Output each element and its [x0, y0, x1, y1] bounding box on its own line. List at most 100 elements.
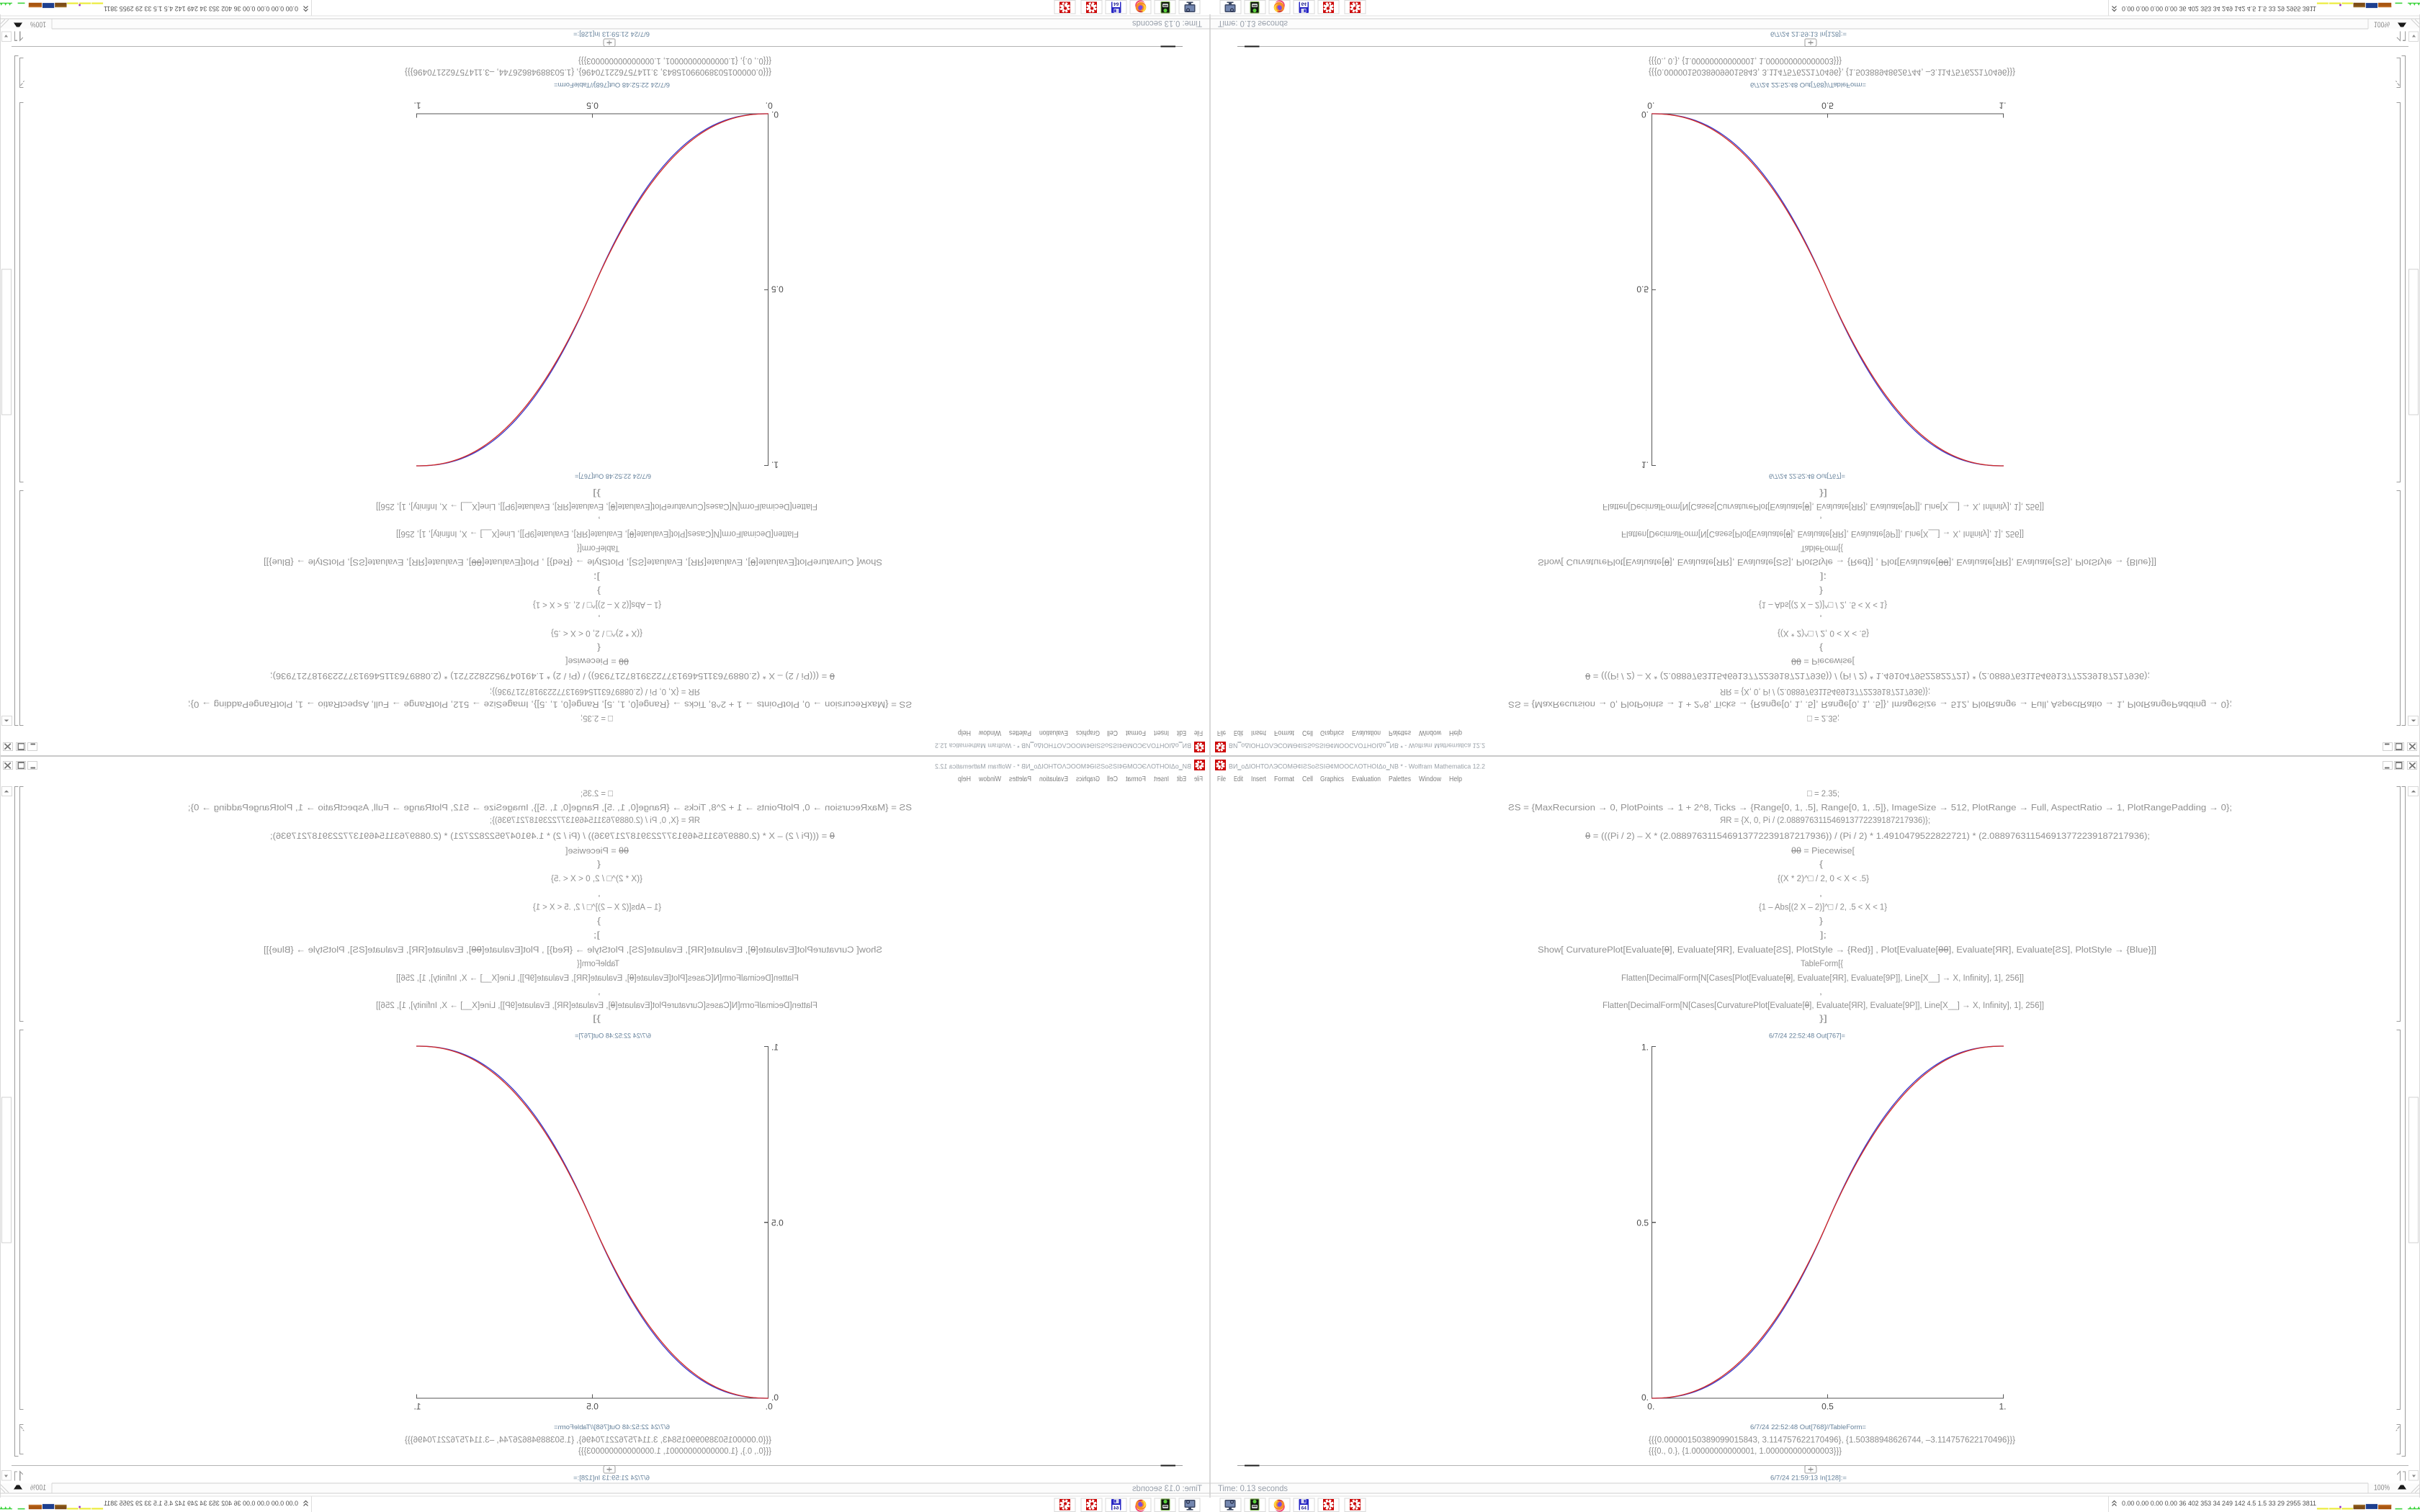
svg-text:1.: 1. [1999, 100, 2006, 110]
svg-text:Help: Help [958, 729, 971, 737]
svg-text:ƧS = {MaxRecursion → 0, PlotPo: ƧS = {MaxRecursion → 0, PlotPoints → 1 +… [1508, 803, 2232, 813]
svg-text:{{{0.00000150389099015843, 3.1: {{{0.00000150389099015843, 3.11475762217… [405, 1434, 771, 1444]
svg-text:}: } [1819, 586, 1823, 596]
svg-text:1.: 1. [1641, 1042, 1649, 1052]
svg-text:}: } [1819, 916, 1823, 926]
svg-text:{{{0.00000150389099015843, 3.1: {{{0.00000150389099015843, 3.11475762217… [1649, 1434, 2015, 1444]
svg-text:6/7/24 22:52:48 Out[767]=: 6/7/24 22:52:48 Out[767]= [575, 1032, 651, 1040]
svg-text:];: ]; [1820, 930, 1827, 940]
svg-text:,: , [1819, 888, 1822, 899]
svg-text:Flatten[DecimalForm[N[Cases[Cu: Flatten[DecimalForm[N[Cases[CurvaturePlo… [376, 1000, 817, 1010]
svg-text:{: { [597, 859, 601, 869]
svg-text:{(X * 2)^□ / 2, 0 < X < .5}: {(X * 2)^□ / 2, 0 < X < .5} [1778, 873, 1869, 883]
svg-text:6/7/24 21:59:13 In[128]:=: 6/7/24 21:59:13 In[128]:= [573, 1474, 650, 1482]
svg-text:Palettes: Palettes [1009, 729, 1031, 737]
svg-text:□ = 2.35;: □ = 2.35; [581, 788, 613, 798]
svg-text:TableForm[{: TableForm[{ [1801, 958, 1843, 968]
svg-text:Flatten[DecimalForm[N[Cases[Cu: Flatten[DecimalForm[N[Cases[CurvaturePlo… [1603, 1000, 2044, 1010]
svg-text:□ = 2.35;: □ = 2.35; [1807, 714, 1839, 724]
svg-text:6/7/24 22:52:48 Out[768]//Tabl: 6/7/24 22:52:48 Out[768]//TableForm= [554, 81, 670, 89]
svg-text:{: { [597, 643, 601, 653]
svg-text:Format: Format [1126, 729, 1146, 737]
svg-text:0.5: 0.5 [771, 1218, 784, 1228]
svg-text:θθ = Piecewise[: θθ = Piecewise[ [1791, 657, 1855, 667]
svg-text:Palettes: Palettes [1389, 775, 1411, 783]
svg-text:ƧS = {MaxRecursion → 0, PlotPo: ƧS = {MaxRecursion → 0, PlotPoints → 1 +… [188, 700, 912, 710]
svg-text:100%: 100% [2374, 1484, 2390, 1493]
svg-text:Time: 0.13 seconds: Time: 0.13 seconds [1218, 19, 1288, 29]
svg-text:{{{0., 0.}, {1.00000000000001,: {{{0., 0.}, {1.00000000000001, 1.0000000… [578, 56, 771, 66]
svg-text:{: { [1819, 643, 1823, 653]
svg-text:Cell: Cell [1107, 775, 1118, 783]
svg-text:Insert: Insert [1154, 775, 1169, 783]
svg-text:Show[ CurvaturePlot[Evaluate: Show[ CurvaturePlot[Evaluate[θ], Evaluat… [264, 557, 882, 567]
svg-text:0.00 0.00 0.00 0.00 36 402: 0.00 0.00 0.00 0.00 36 402 353 34 249 14… [104, 1500, 298, 1507]
svg-text:{{{0.00000150389099015843, 3.1: {{{0.00000150389099015843, 3.11475762217… [1649, 68, 2015, 78]
svg-text:6/7/24 22:52:48 Out[767]=: 6/7/24 22:52:48 Out[767]= [575, 472, 651, 480]
svg-text:File: File [1217, 775, 1226, 783]
svg-text:64: 64 [1113, 1, 1119, 6]
svg-text:{: { [1819, 859, 1823, 869]
svg-text:Flatten[DecimalForm[N[Cases[Cu: Flatten[DecimalForm[N[Cases[CurvaturePlo… [376, 502, 817, 512]
svg-text:0.: 0. [1641, 1392, 1649, 1403]
svg-text:{1 – Abs[(2 X – 2)]^□ / 2, .5: {1 – Abs[(2 X – 2)]^□ / 2, .5 < X < 1} [533, 600, 661, 611]
svg-text:Graphics: Graphics [1076, 729, 1100, 737]
svg-text:Flatten[DecimalForm[N[Cases[Cu: Flatten[DecimalForm[N[Cases[CurvaturePlo… [1603, 502, 2044, 512]
svg-text:{{{0.00000150389099015843, 3.1: {{{0.00000150389099015843, 3.11475762217… [405, 68, 771, 78]
svg-text:Edit: Edit [1234, 729, 1243, 737]
svg-text:1.: 1. [1641, 460, 1649, 470]
svg-text:TableForm[{: TableForm[{ [577, 958, 619, 968]
svg-text:Time: 0.13 seconds: Time: 0.13 seconds [1218, 1483, 1288, 1493]
svg-text:θ = (((Pi / 2) – X * (2.088976: θ = (((Pi / 2) – X * (2.0889763115469137… [1585, 671, 2150, 681]
svg-text:TableForm[{: TableForm[{ [1801, 544, 1843, 554]
svg-text:Flatten[DecimalForm[N[Cases[Pl: Flatten[DecimalForm[N[Cases[Plot[Evaluat… [396, 529, 799, 539]
svg-text:}]: }] [1819, 1014, 1827, 1024]
svg-text:{1 – Abs[(2 X – 2)]^□ / 2, .5: {1 – Abs[(2 X – 2)]^□ / 2, .5 < X < 1} [1759, 600, 1887, 611]
svg-text:Cell: Cell [1107, 729, 1118, 737]
svg-text:,: , [1819, 516, 1822, 526]
svg-text:Format: Format [1274, 729, 1294, 737]
svg-text:{{{0., 0.}, {1.00000000000001,: {{{0., 0.}, {1.00000000000001, 1.0000000… [1649, 1446, 1842, 1456]
svg-text:ƧS = {MaxRecursion → 0, PlotPo: ƧS = {MaxRecursion → 0, PlotPoints → 1 +… [1508, 700, 2232, 710]
svg-text:Show[ CurvaturePlot[Evaluate: Show[ CurvaturePlot[Evaluate[θ], Evaluat… [1538, 945, 2156, 955]
svg-text:6/7/24 21:59:13 In[128]:=: 6/7/24 21:59:13 In[128]:= [573, 30, 650, 38]
svg-text:100%: 100% [2374, 20, 2390, 29]
svg-text:1.: 1. [413, 1402, 421, 1412]
svg-text:0.: 0. [1647, 100, 1654, 110]
svg-text:Window: Window [978, 775, 1001, 783]
svg-text:ВИ‗ᴏΔІОНТОΛЭСОМӘ¢ІƧЅᴏƧЅІӘ¢МООС: ВИ‗ᴏΔІОНТОΛЭСОМӘ¢ІƧЅᴏƧЅІӘ¢МООСΛОТНОІΔᴏ‗N… [1229, 742, 1485, 750]
svg-text:Insert: Insert [1154, 729, 1169, 737]
svg-text:0.5: 0.5 [586, 100, 599, 110]
svg-text:Show[ CurvaturePlot[Evaluate: Show[ CurvaturePlot[Evaluate[θ], Evaluat… [264, 945, 882, 955]
svg-text:ЯR = {X, 0, Pi / (2.0889763115: ЯR = {X, 0, Pi / (2.08897631154691377223… [1720, 687, 1930, 697]
svg-text:}: } [597, 916, 601, 926]
svg-text:}]: }] [1819, 489, 1827, 499]
svg-text:TableForm[{: TableForm[{ [577, 544, 619, 554]
svg-text:θθ = Piecewise[: θθ = Piecewise[ [1791, 846, 1855, 856]
svg-text:64: 64 [1113, 1506, 1119, 1511]
svg-text:6/7/24 22:52:48 Out[768]//Tabl: 6/7/24 22:52:48 Out[768]//TableForm= [554, 1423, 670, 1431]
svg-text:Help: Help [958, 775, 971, 783]
svg-text:1.: 1. [413, 100, 421, 110]
svg-text:];: ]; [593, 930, 600, 940]
svg-text:,: , [1819, 614, 1822, 624]
svg-text:Insert: Insert [1251, 729, 1266, 737]
svg-text:File: File [1194, 775, 1203, 783]
svg-text:0.5: 0.5 [771, 284, 784, 294]
svg-text:File: File [1194, 729, 1203, 737]
svg-text:Window: Window [1419, 729, 1442, 737]
svg-text:0.5: 0.5 [1636, 1218, 1649, 1228]
svg-text:Time: 0.13 seconds: Time: 0.13 seconds [1132, 1483, 1202, 1493]
svg-text:θ = (((Pi / 2) – X * (2.088976: θ = (((Pi / 2) – X * (2.0889763115469137… [1585, 831, 2150, 841]
svg-text:0.00 0.00 0.00 0.00 36 402: 0.00 0.00 0.00 0.00 36 402 353 34 249 14… [2122, 5, 2316, 12]
svg-text:];: ]; [593, 572, 600, 582]
svg-text:6/7/24 21:59:13 In[128]:=: 6/7/24 21:59:13 In[128]:= [1770, 30, 1847, 38]
svg-text:Evaluation: Evaluation [1352, 775, 1381, 783]
svg-text:ƧS = {MaxRecursion → 0, PlotPo: ƧS = {MaxRecursion → 0, PlotPoints → 1 +… [188, 803, 912, 813]
svg-text:1.: 1. [771, 1042, 779, 1052]
svg-text:Format: Format [1274, 775, 1294, 783]
svg-text:Window: Window [978, 729, 1001, 737]
svg-text:Cell: Cell [1302, 775, 1313, 783]
svg-text:6/7/24 21:59:13 In[128]:=: 6/7/24 21:59:13 In[128]:= [1770, 1474, 1847, 1482]
svg-text:0.00 0.00 0.00 0.00 36 402: 0.00 0.00 0.00 0.00 36 402 353 34 249 14… [2122, 1500, 2316, 1507]
